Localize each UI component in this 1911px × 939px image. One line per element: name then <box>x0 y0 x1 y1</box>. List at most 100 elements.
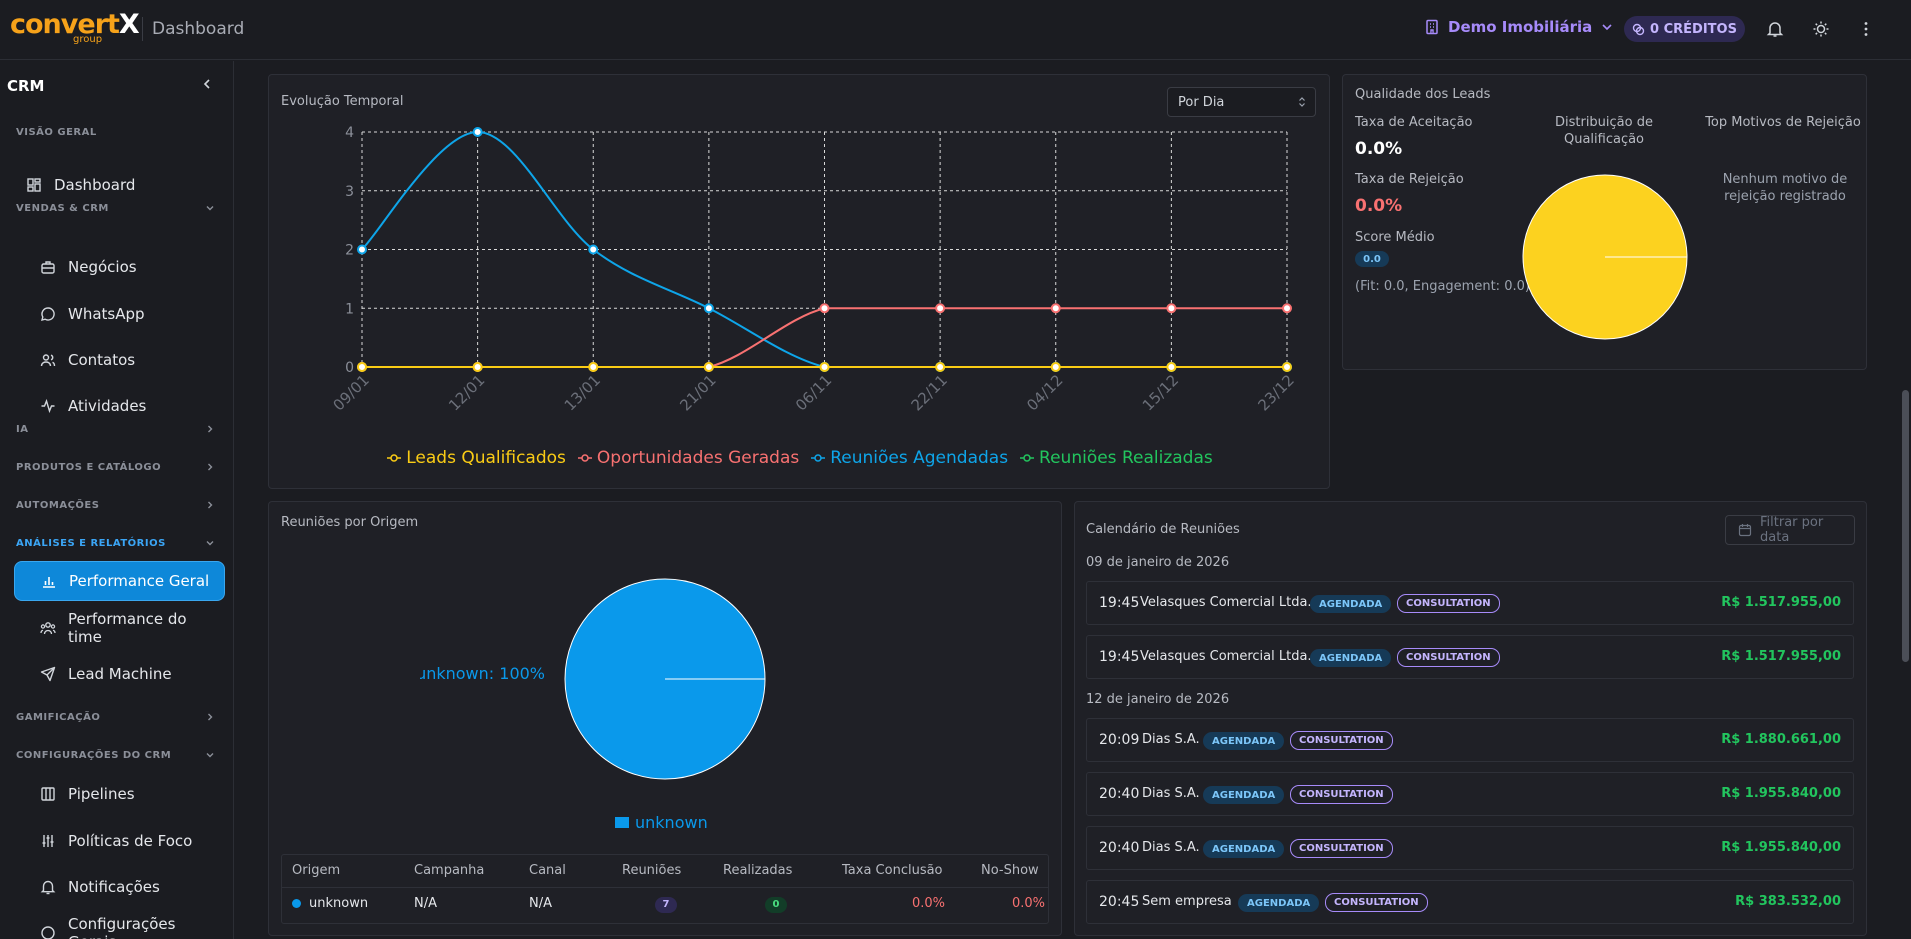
section-sales-crm[interactable]: VENDAS & CRM <box>16 202 216 214</box>
data-point[interactable] <box>819 303 830 314</box>
status-badge: AGENDADA <box>1238 894 1320 912</box>
tenant-selector[interactable]: Demo Imobiliária <box>1424 18 1614 36</box>
legend-label: Reuniões Realizadas <box>1039 448 1213 468</box>
users-icon <box>40 352 56 368</box>
legend-item[interactable]: Leads Qualificados <box>387 448 566 468</box>
sidebar: CRM VISÃO GERAL Dashboard VENDAS & CRM N… <box>0 61 234 939</box>
status-badge: AGENDADA <box>1310 595 1392 613</box>
send-icon <box>40 666 56 682</box>
period-select[interactable]: Por Dia <box>1167 87 1316 117</box>
col-noshow: No-Show <box>981 863 1039 878</box>
data-point[interactable] <box>703 303 714 314</box>
cell-reunioes-pill: 7 <box>655 896 677 913</box>
sidebar-item-performance-geral[interactable]: Performance Geral <box>14 561 225 601</box>
page-title: Dashboard <box>152 19 245 39</box>
table-row[interactable]: unknown <box>292 896 368 911</box>
cell-taxa: 0.0% <box>912 896 946 911</box>
x-tick-label: 22/11 <box>908 371 951 414</box>
cell-campanha: N/A <box>414 896 437 911</box>
sidebar-item-activities[interactable]: Atividades <box>14 386 225 426</box>
sidebar-item-pipelines[interactable]: Pipelines <box>14 774 225 814</box>
origin-dot <box>292 899 301 908</box>
sidebar-item-team-performance[interactable]: Performance do time <box>14 608 225 648</box>
credits-badge[interactable]: 0 CRÉDITOS <box>1624 16 1745 42</box>
data-point[interactable] <box>703 362 714 372</box>
section-analytics[interactable]: ANÁLISES E RELATÓRIOS <box>16 537 216 549</box>
section-automations[interactable]: AUTOMAÇÕES <box>16 499 216 511</box>
data-point[interactable] <box>1282 303 1292 314</box>
date-filter-button[interactable]: Filtrar por data <box>1725 515 1855 545</box>
data-point[interactable] <box>1282 362 1292 372</box>
bar-chart-icon <box>41 573 57 589</box>
legend-marker-icon <box>387 454 402 462</box>
evolution-legend: Leads Qualificados Oportunidades Geradas R… <box>270 448 1330 468</box>
legend-label: Reuniões Agendadas <box>830 448 1009 468</box>
page-scrollbar[interactable] <box>1900 60 1911 939</box>
col-campanha: Campanha <box>414 863 485 878</box>
legend-item[interactable]: Reuniões Realizadas <box>1020 448 1213 468</box>
section-products[interactable]: PRODUTOS E CATÁLOGO <box>16 461 216 473</box>
sidebar-item-notifications[interactable]: Notificações <box>14 867 225 907</box>
period-select-value: Por Dia <box>1178 94 1225 110</box>
bell-icon[interactable] <box>1764 18 1786 40</box>
meeting-item[interactable]: 20:40 Dias S.A. AGENDADA CONSULTATION R$… <box>1086 826 1854 870</box>
sidebar-item-focus-policies[interactable]: Políticas de Foco <box>14 821 225 861</box>
meeting-item[interactable]: 20:40 Dias S.A. AGENDADA CONSULTATION R$… <box>1086 772 1854 816</box>
calendar-icon <box>1738 523 1752 537</box>
meeting-item[interactable]: 20:09 Dias S.A. AGENDADA CONSULTATION R$… <box>1086 718 1854 762</box>
sidebar-item-contacts[interactable]: Contatos <box>14 340 225 380</box>
data-point[interactable] <box>1166 303 1177 314</box>
cell-noshow: 0.0% <box>1012 896 1046 911</box>
sidebar-item-deals[interactable]: Negócios <box>14 247 225 287</box>
collapse-sidebar-button[interactable] <box>200 77 214 91</box>
section-gamification[interactable]: GAMIFICAÇÃO <box>16 711 216 723</box>
status-badge: AGENDADA <box>1203 840 1285 858</box>
data-point[interactable] <box>357 244 367 255</box>
cell-realizadas-pill: 0 <box>765 896 787 913</box>
legend-marker-icon <box>577 454 592 462</box>
section-crm-settings[interactable]: CONFIGURAÇÕES DO CRM <box>16 749 216 761</box>
type-badge: CONSULTATION <box>1290 839 1393 858</box>
sidebar-item-whatsapp[interactable]: WhatsApp <box>14 294 225 334</box>
meeting-item[interactable]: 20:45 Sem empresa AGENDADA CONSULTATION … <box>1086 880 1854 924</box>
data-point[interactable] <box>472 362 483 372</box>
convertx-logo[interactable]: convertX group <box>10 9 140 46</box>
sidebar-item-label: Políticas de Foco <box>68 832 193 850</box>
legend-item[interactable]: Oportunidades Geradas <box>577 448 799 468</box>
data-point[interactable] <box>1050 362 1061 372</box>
evolution-line-chart: 0 1 2 3 4 09/01 12/01 13/01 21/01 06/11 22/11 04/12… <box>330 125 1298 414</box>
data-point[interactable] <box>1050 303 1061 314</box>
section-ai[interactable]: IA <box>16 423 216 435</box>
meeting-item[interactable]: 19:45 Velasques Comercial Ltda. AGENDADA… <box>1086 635 1854 679</box>
chevron-down-icon <box>206 753 214 758</box>
sidebar-item-general-settings[interactable]: Configurações Gerais <box>14 913 225 939</box>
sidebar-item-dashboard[interactable]: Dashboard <box>14 165 225 205</box>
data-point[interactable] <box>935 362 946 372</box>
x-tick-label: 15/12 <box>1139 371 1182 414</box>
data-point[interactable] <box>1166 362 1177 372</box>
more-vertical-icon[interactable] <box>1855 18 1877 40</box>
meeting-amount: R$ 1.517.955,00 <box>1721 649 1841 664</box>
date-filter-label: Filtrar por data <box>1760 515 1824 545</box>
sidebar-item-label: Notificações <box>68 878 160 896</box>
sidebar-item-lead-machine[interactable]: Lead Machine <box>14 654 225 694</box>
type-badge: CONSULTATION <box>1290 785 1393 804</box>
legend-item[interactable]: Reuniões Agendadas <box>811 448 1008 468</box>
header-divider <box>142 17 143 41</box>
scrollbar-thumb[interactable] <box>1902 390 1909 662</box>
meeting-amount: R$ 383.532,00 <box>1735 894 1841 909</box>
data-point[interactable] <box>935 303 946 314</box>
meeting-item[interactable]: 19:45 Velasques Comercial Ltda. AGENDADA… <box>1086 581 1854 625</box>
acceptance-value: 0.0% <box>1355 139 1403 159</box>
data-point[interactable] <box>588 244 599 255</box>
rejection-value: 0.0% <box>1355 196 1403 216</box>
data-point[interactable] <box>357 362 367 372</box>
data-point[interactable] <box>588 362 599 372</box>
data-point[interactable] <box>472 127 483 137</box>
x-tick-label: 23/12 <box>1255 371 1298 414</box>
x-tick-label: 09/01 <box>330 371 373 414</box>
sun-icon[interactable] <box>1810 18 1832 40</box>
x-tick-label: 12/01 <box>445 371 488 414</box>
x-tick-label: 04/12 <box>1023 371 1066 414</box>
data-point[interactable] <box>819 362 830 372</box>
